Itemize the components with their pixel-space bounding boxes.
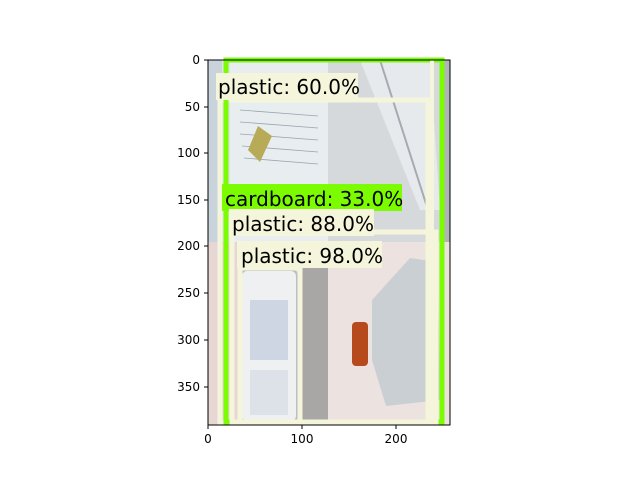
y-tick-label: 300 — [177, 333, 200, 347]
x-axis — [207, 425, 397, 429]
label-bg-plastic-60 — [216, 73, 358, 100]
x-tick-label: 200 — [385, 432, 408, 446]
label-cardboard-33: cardboard: 33.0% — [225, 187, 403, 211]
label-plastic-88: plastic: 88.0% — [232, 212, 374, 236]
detection-labels: plastic: 60.0% cardboard: 33.0% plastic:… — [216, 73, 403, 268]
label-plastic-60: plastic: 60.0% — [218, 75, 360, 99]
y-tick-label: 0 — [192, 53, 200, 67]
x-tick-labels: 0 100 200 — [204, 432, 407, 446]
y-tick-label: 350 — [177, 380, 200, 394]
label-plastic-98: plastic: 98.0% — [241, 244, 383, 268]
y-tick-label: 150 — [177, 193, 200, 207]
yellow-card — [248, 126, 272, 162]
x-tick-label: 100 — [291, 432, 314, 446]
jug-red-cap — [352, 322, 368, 366]
y-tick-label: 50 — [185, 100, 200, 114]
label-bg-plastic-88 — [229, 209, 374, 236]
y-axis — [204, 59, 208, 388]
y-tick-label: 250 — [177, 286, 200, 300]
axes-frame — [207, 59, 451, 426]
plastic-jug — [372, 258, 440, 406]
x-tick-label: 0 — [204, 432, 212, 446]
y-tick-label: 200 — [177, 239, 200, 253]
y-tick-labels: 0 50 100 150 200 250 300 350 — [177, 53, 200, 394]
label-bg-cardboard-33 — [222, 184, 402, 211]
y-tick-label: 100 — [177, 146, 200, 160]
label-bg-plastic-98 — [237, 241, 382, 268]
